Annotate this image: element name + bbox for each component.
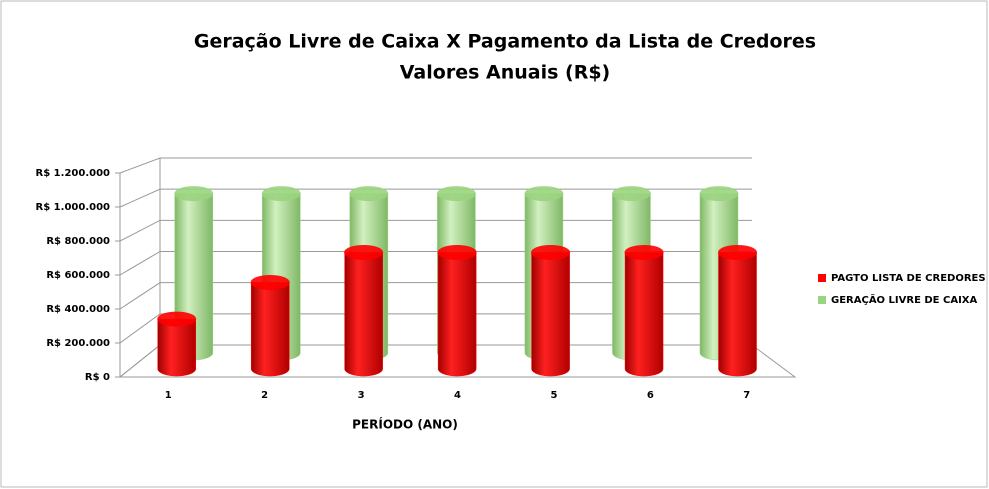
x-tick-label: 4 [454,390,461,401]
cylinder-top [174,186,214,202]
y-tick-label: R$ 600.000 [46,270,110,281]
cylinder [624,252,664,377]
y-tick-label: R$ 0 [85,372,110,383]
cylinder [157,318,196,377]
cylinder-top [344,244,384,260]
cylinder-top [531,244,571,260]
cylinder [531,252,570,377]
cylinder-top [437,244,477,260]
cylinder-top [611,186,651,202]
x-tick-label: 2 [261,390,268,401]
cylinder-top [699,186,739,202]
cylinder-top [250,274,290,290]
y-tick-label: R$ 400.000 [46,304,110,315]
cylinder-top [524,186,564,202]
x-tick-label: 5 [550,390,557,401]
x-tick-label: 1 [165,390,172,401]
legend-label: GERAÇÃO LIVRE DE CAIXA [831,293,978,306]
x-axis-title: PERÍODO (ANO) [352,417,458,432]
x-tick-label: 7 [743,390,750,401]
cylinder [344,252,383,377]
x-tick-label: 6 [647,390,654,401]
cylinder-top [157,311,197,327]
x-tick-label: 3 [358,390,365,401]
chart-subtitle: Valores Anuais (R$) [400,62,610,84]
cylinder [250,282,290,377]
y-tick-label: R$ 1.200.000 [36,168,110,179]
cylinder [718,252,757,377]
legend-label: PAGTO LISTA DE CREDORES [831,273,986,284]
cylinder [437,252,477,377]
chart-title: Geração Livre de Caixa X Pagamento da Li… [194,31,816,53]
y-tick-label: R$ 1.000.000 [36,202,110,213]
cylinder-top [261,186,301,202]
cylinder-top [624,244,664,260]
legend-swatch [818,296,826,304]
cylinder-top [349,186,389,202]
grid-line [119,157,752,174]
cylinder-top [718,244,758,260]
cylinder-top [436,186,476,202]
y-tick-label: R$ 200.000 [46,338,110,349]
legend-swatch [818,274,826,282]
y-tick-label: R$ 800.000 [46,236,110,247]
